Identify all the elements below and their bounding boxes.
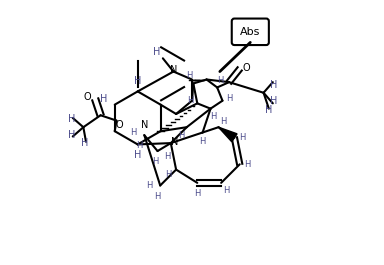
Text: H: H	[164, 152, 170, 161]
Text: H: H	[226, 94, 232, 103]
Text: O: O	[83, 92, 91, 102]
Text: H: H	[187, 96, 194, 105]
FancyBboxPatch shape	[232, 19, 269, 45]
Text: H: H	[81, 138, 88, 148]
Text: N: N	[171, 137, 179, 147]
Text: H: H	[199, 137, 206, 146]
Text: H: H	[270, 80, 278, 90]
Text: H: H	[245, 160, 251, 169]
Text: H: H	[134, 150, 141, 160]
Text: H: H	[165, 170, 171, 179]
Text: H: H	[239, 133, 245, 142]
Polygon shape	[218, 127, 237, 142]
Text: O: O	[115, 120, 123, 130]
Text: N: N	[141, 120, 148, 130]
Text: H: H	[136, 141, 142, 150]
Text: Abs: Abs	[240, 27, 260, 37]
Text: H: H	[265, 105, 273, 115]
Text: H: H	[178, 131, 185, 140]
Text: O: O	[243, 63, 250, 73]
Text: H: H	[152, 157, 158, 166]
Text: H: H	[223, 186, 230, 195]
Text: H: H	[134, 76, 141, 86]
Text: H: H	[146, 181, 153, 190]
Text: H: H	[154, 192, 161, 201]
Text: H: H	[270, 96, 278, 106]
Text: H: H	[152, 47, 160, 57]
Text: H: H	[101, 94, 108, 104]
Text: H: H	[68, 114, 75, 124]
Text: H: H	[217, 76, 223, 85]
Text: H: H	[131, 128, 137, 137]
Text: H: H	[221, 117, 227, 126]
Text: H: H	[210, 112, 217, 121]
Text: H: H	[68, 130, 75, 140]
Text: H: H	[186, 71, 192, 80]
Text: N: N	[170, 65, 177, 75]
Text: H: H	[194, 189, 200, 198]
